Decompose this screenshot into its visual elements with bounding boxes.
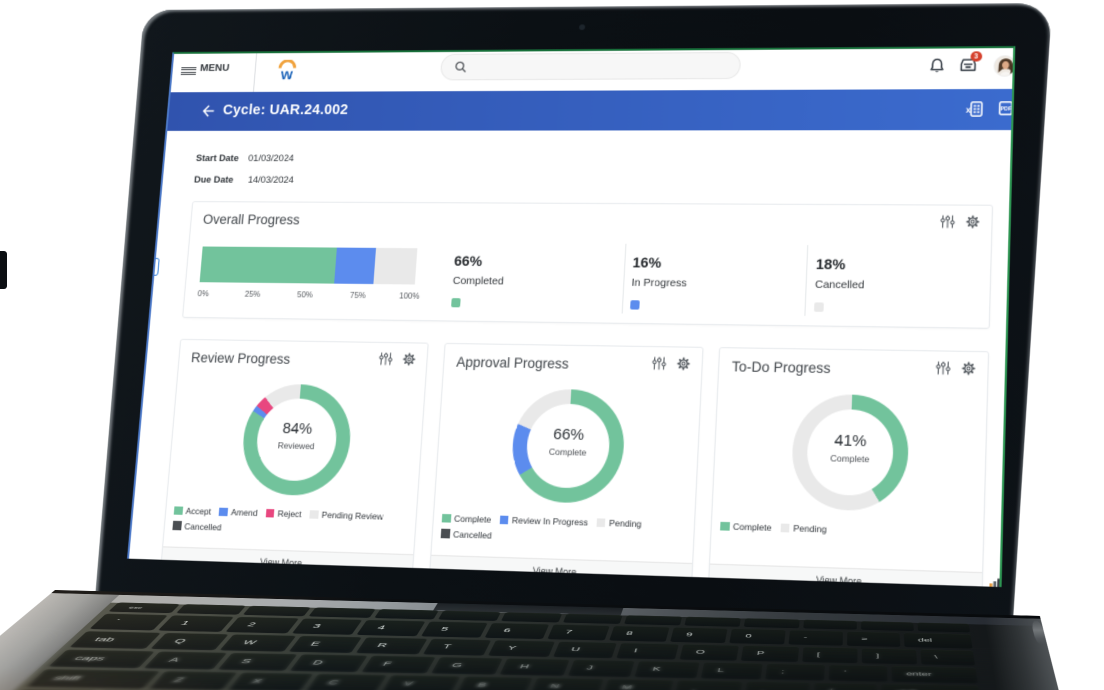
svg-text:PDF: PDF	[1000, 106, 1011, 113]
svg-text:w: w	[279, 67, 294, 81]
svg-text:x: x	[966, 105, 972, 115]
